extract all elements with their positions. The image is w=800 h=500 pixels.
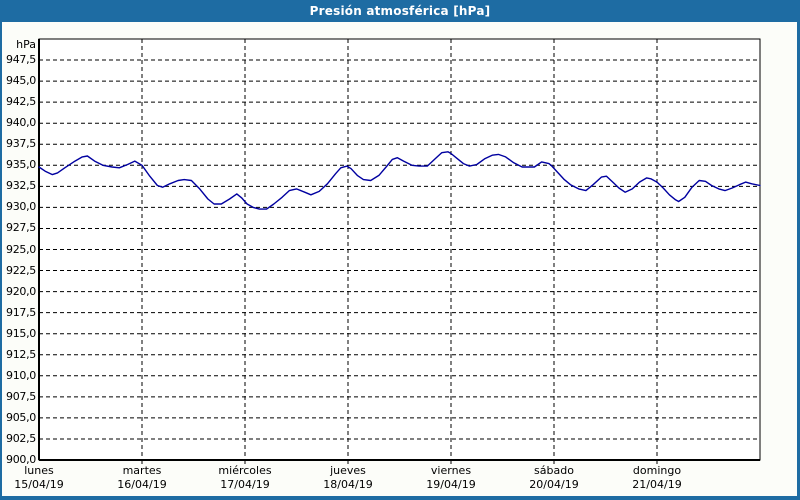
y-tick-label: 920,0	[6, 284, 36, 298]
y-tick-label: 927,5	[6, 221, 36, 235]
y-tick-label: 922,5	[6, 263, 36, 277]
x-day-name-label: domingo	[632, 464, 682, 477]
x-day-name-label: sábado	[534, 464, 574, 477]
x-day-date-label: 16/04/19	[117, 478, 167, 491]
x-day-date-label: 19/04/19	[426, 478, 476, 491]
y-tick-label: 902,5	[6, 431, 36, 445]
x-day-name-label: martes	[122, 464, 162, 477]
x-day-name-label: miércoles	[218, 464, 272, 477]
x-day-name-label: viernes	[430, 464, 472, 477]
y-tick-label: 940,0	[6, 116, 36, 130]
window-frame-left	[0, 22, 2, 500]
y-tick-label: 912,5	[6, 347, 36, 361]
y-tick-label: 945,0	[6, 74, 36, 88]
y-tick-label: 942,5	[6, 95, 36, 109]
title-bar: Presión atmosférica [hPa]	[0, 0, 800, 22]
y-tick-label: 937,5	[6, 137, 36, 151]
x-day-date-label: 20/04/19	[529, 478, 579, 491]
y-tick-label: 910,0	[6, 368, 36, 382]
y-tick-label: 907,5	[6, 389, 36, 403]
y-tick-label: 925,0	[6, 242, 36, 256]
x-day-date-label: 21/04/19	[632, 478, 682, 491]
x-day-date-label: 15/04/19	[14, 478, 64, 491]
window-frame-right	[797, 22, 800, 500]
y-tick-label: 930,0	[6, 200, 36, 214]
x-day-name-label: jueves	[330, 464, 366, 477]
x-day-name-label: lunes	[24, 464, 54, 477]
y-tick-label: 915,0	[6, 326, 36, 340]
x-day-date-label: 17/04/19	[220, 478, 270, 491]
y-axis-unit-label: hPa	[16, 38, 36, 51]
pressure-series-line	[38, 151, 761, 210]
window-title: Presión atmosférica [hPa]	[309, 4, 491, 18]
y-tick-label: 932,5	[6, 179, 36, 193]
window-frame-bottom	[0, 496, 800, 500]
y-tick-label: 917,5	[6, 305, 36, 319]
x-day-date-label: 18/04/19	[323, 478, 373, 491]
y-tick-label: 905,0	[6, 410, 36, 424]
y-tick-label: 947,5	[6, 53, 36, 67]
y-tick-label: 935,0	[6, 158, 36, 172]
y-tick-label: 900,0	[6, 453, 36, 466]
